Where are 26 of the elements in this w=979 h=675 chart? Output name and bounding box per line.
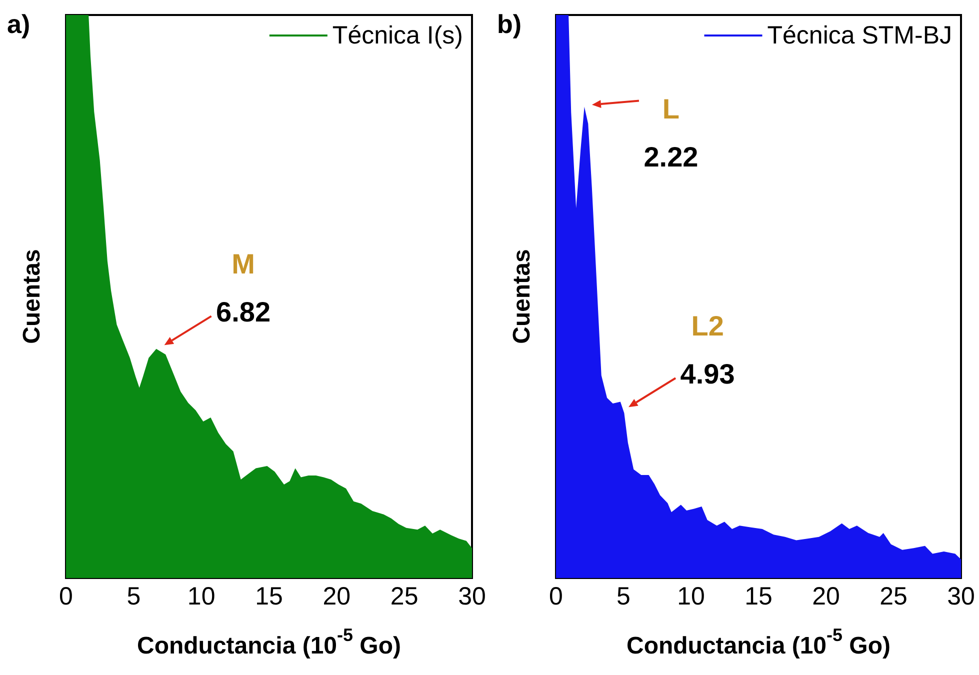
- x-tick-label: 30: [458, 582, 486, 610]
- x-tick-label: 20: [812, 582, 840, 610]
- x-tick-label: 5: [616, 582, 630, 610]
- annotation: L: [662, 93, 680, 124]
- x-tick-label: 5: [126, 582, 141, 610]
- annotation: 6.82: [216, 296, 271, 328]
- chart-title: b): [497, 9, 522, 39]
- x-tick-label: 15: [255, 582, 283, 610]
- x-tick-label: 30: [947, 582, 975, 610]
- chart-title: a): [7, 9, 30, 39]
- x-tick-label: 0: [549, 582, 563, 610]
- x-tick-label: 10: [677, 582, 705, 610]
- legend-label: Técnica I(s): [332, 22, 464, 50]
- x-tick-label: 15: [744, 582, 772, 610]
- y-axis-title: Cuentas: [508, 249, 536, 344]
- y-axis-title: Cuentas: [18, 249, 46, 344]
- annotation: 2.22: [644, 141, 698, 172]
- x-tick-label: 25: [880, 582, 908, 610]
- x-tick-label: 25: [390, 582, 418, 610]
- x-tick-label: 0: [59, 582, 73, 610]
- annotation: M: [232, 248, 255, 280]
- x-tick-label: 10: [187, 582, 216, 610]
- x-tick-label: 20: [322, 582, 351, 610]
- annotation: L2: [691, 310, 724, 342]
- legend-label: Técnica STM-BJ: [767, 22, 952, 50]
- annotation: 4.93: [680, 358, 735, 390]
